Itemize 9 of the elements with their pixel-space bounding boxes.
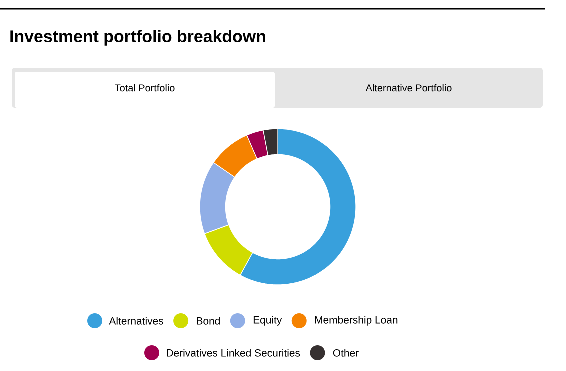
text: Alternative Portfolio — [366, 84, 452, 92]
legend-label: Bond — [197, 317, 220, 325]
legend-label: Alternatives — [109, 317, 164, 325]
legend-label: Equity — [254, 316, 282, 326]
legend-label: Other — [333, 349, 359, 357]
legend-label: Derivatives Linked Securities — [167, 349, 300, 357]
legend-label: Membership Loan — [315, 316, 398, 326]
chart-title: Investment portfolio breakdown — [10, 30, 266, 46]
text: Total Portfolio — [115, 84, 175, 92]
